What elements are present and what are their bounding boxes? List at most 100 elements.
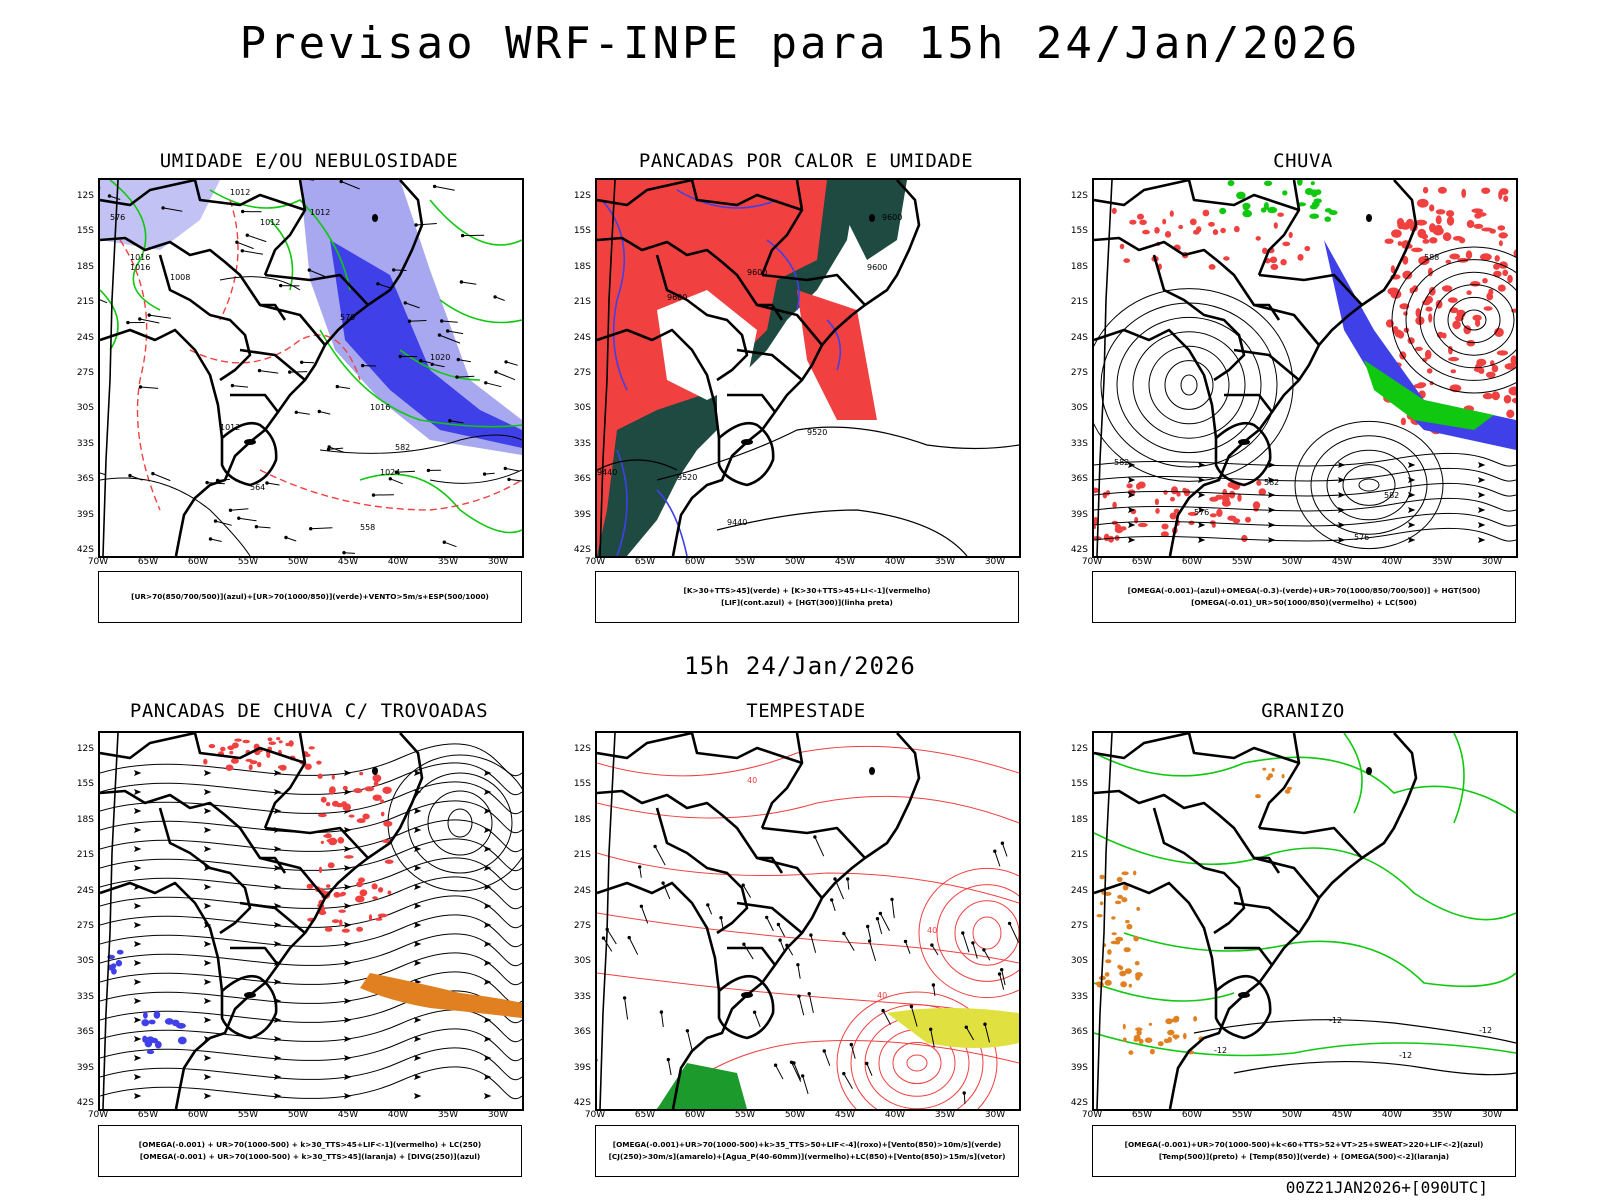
lagoon-marker (244, 439, 256, 445)
stable-south (717, 440, 1019, 556)
border-chile (599, 733, 616, 1109)
longitude-tick-label: 40W (387, 1110, 409, 1120)
contour-label: 1016 (130, 263, 150, 272)
longitude-tick-label: 55W (237, 557, 259, 567)
state-border-a (1257, 733, 1301, 829)
hgt300-contours (597, 426, 1019, 556)
contour-label: 1016 (370, 403, 390, 412)
border-paraguay (655, 807, 749, 935)
longitude-tick-label: 70W (87, 557, 109, 567)
latitude-tick-label: 27S (573, 368, 591, 378)
convection-orange (360, 973, 522, 1018)
longitude-tick-label: 35W (934, 557, 956, 567)
panel-legend: [OMEGA(-0.001) + UR>70(1000-500) + k>30_… (98, 1125, 522, 1177)
state-border-b (193, 180, 306, 212)
omega500-orange-n (1255, 767, 1292, 799)
contour-label: 1024 (380, 468, 400, 477)
latitude-tick-label: 42S (76, 1098, 94, 1108)
latitude-tick-label: 30S (573, 403, 591, 414)
contour-label: 1012 (260, 218, 280, 227)
lake-marker (372, 214, 378, 222)
state-border-b (690, 733, 803, 765)
state-border-f (1224, 393, 1274, 413)
legend-line: [OMEGA(-0.001) + UR>70(1000-500) + k>30_… (138, 1140, 482, 1149)
thunderstorm-red (306, 771, 394, 933)
contour-label: 9600 (667, 293, 687, 302)
contour-label: -12 (1329, 1016, 1342, 1025)
latitude-tick-label: 24S (1070, 332, 1088, 343)
longitude-tick-label: 45W (1331, 1110, 1353, 1120)
longitude-tick-label: 70W (1081, 1110, 1103, 1120)
legend-line: [CJ(250)>30m/s](amarelo)+[Agua_P(40-60mm… (608, 1152, 1006, 1161)
border-bolivia-brazil (1094, 789, 1281, 874)
border-paraguay (1152, 807, 1246, 935)
state-border-f (1224, 946, 1274, 966)
latitude-tick-label: 24S (76, 332, 94, 343)
longitude-tick-label: 30W (984, 557, 1006, 567)
latitude-tick-label: 30S (573, 956, 591, 967)
state-border-f (230, 393, 280, 413)
border-paraguay (158, 807, 252, 935)
border-argentina (100, 328, 224, 439)
panel-legend: [OMEGA(-0.001)+UR>70(1000-500)+k>35_TTS>… (595, 1125, 1019, 1177)
latitude-tick-label: 12S (76, 744, 94, 754)
longitude-tick-label: 55W (237, 1110, 259, 1120)
model-run-label: 00Z21JAN2026+[090UTC] (1285, 1178, 1488, 1197)
latitude-tick-label: 21S (1070, 850, 1088, 861)
longitude-tick-label: 35W (934, 1110, 956, 1120)
latitude-tick-label: 33S (1070, 991, 1088, 1002)
page-title: Previsao WRF-INPE para 15h 24/Jan/2026 (239, 18, 1361, 69)
state-border-d (756, 303, 823, 346)
latitude-tick-label: 21S (573, 850, 591, 861)
state-border-g (597, 733, 693, 760)
state-border-b (1187, 180, 1300, 212)
contour-label: 1020 (430, 353, 450, 362)
latitude-tick-label: 27S (76, 368, 94, 378)
state-border-b (1187, 733, 1300, 765)
state-border-b (193, 733, 306, 765)
streamlines (100, 743, 522, 1100)
legend-line: [OMEGA(-0.01)_UR>50(1000/850)(vermelho) … (1191, 598, 1417, 607)
longitude-tick-label: 35W (1431, 557, 1453, 567)
contour-label: 564 (250, 483, 265, 492)
latitude-tick-label: 18S (1070, 814, 1088, 825)
panel-legend: [OMEGA(-0.001)-(azul)+OMEGA(-0.3)-(verde… (1092, 571, 1516, 623)
instability-green-ne (847, 180, 907, 260)
longitude-tick-label: 55W (1231, 557, 1253, 567)
longitude-tick-label: 70W (584, 1110, 606, 1120)
longitude-tick-label: 45W (834, 1110, 856, 1120)
border-chile (102, 733, 119, 1109)
longitude-tick-label: 35W (437, 557, 459, 567)
latitude-tick-label: 30S (76, 403, 94, 414)
state-border-e (239, 901, 306, 934)
border-chile (1096, 180, 1113, 556)
panel-title: CHUVA (1273, 150, 1333, 172)
latitude-tick-label: 33S (76, 991, 94, 1002)
state-border-e (736, 348, 803, 381)
contour-label: 9520 (677, 473, 697, 482)
longitude-tick-label: 65W (1131, 1110, 1153, 1120)
latitude-tick-label: 18S (1070, 261, 1088, 272)
latitude-tick-label: 39S (1070, 1062, 1088, 1073)
longitude-tick-label: 70W (87, 1110, 109, 1120)
wind850-vectors (597, 835, 1019, 1104)
contour-label: 576 (110, 213, 125, 222)
latitude-tick-label: 24S (76, 885, 94, 896)
longitude-tick-label: 35W (1431, 1110, 1453, 1120)
border-bolivia-brazil (100, 236, 287, 321)
coastline-east (671, 733, 921, 1109)
latitude-tick-label: 27S (76, 921, 94, 931)
map-canvas: 40 40 40 (597, 733, 1019, 1109)
latitude-tick-label: 12S (573, 191, 591, 201)
longitude-tick-label: 35W (437, 1110, 459, 1120)
longitude-tick-label: 60W (684, 557, 706, 567)
lagoon-marker (741, 992, 753, 998)
uruguay-border (220, 421, 278, 487)
streamlines (1094, 452, 1516, 543)
latitude-tick-label: 12S (1070, 744, 1088, 754)
contour-label: 1016 (130, 253, 150, 262)
longitude-tick-label: 40W (884, 1110, 906, 1120)
wind-vectors (100, 180, 522, 555)
longitude-tick-label: 60W (1181, 557, 1203, 567)
contour-label: 1012 (310, 208, 330, 217)
